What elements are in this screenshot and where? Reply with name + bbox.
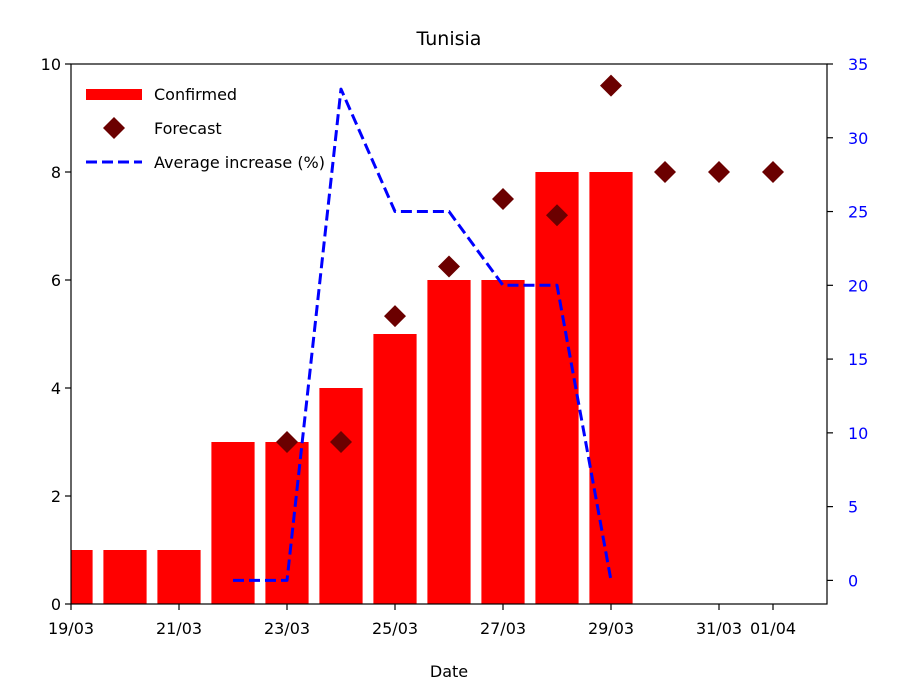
legend-label: Average increase (%) bbox=[154, 153, 325, 172]
chart-title: Tunisia bbox=[416, 28, 482, 50]
forecast-marker-26-03 bbox=[438, 255, 460, 278]
y-left-tick-label: 8 bbox=[51, 163, 61, 182]
y-right-tick-label: 10 bbox=[848, 424, 868, 443]
x-tick-label: 29/03 bbox=[588, 619, 634, 638]
y-right-tick-label: 0 bbox=[848, 571, 858, 590]
scatter-series bbox=[276, 74, 784, 453]
plot-area bbox=[71, 74, 784, 604]
y-left-tick-label: 2 bbox=[51, 487, 61, 506]
plot-frame bbox=[70, 63, 828, 605]
bar-19-03 bbox=[71, 550, 93, 604]
x-tick-label: 21/03 bbox=[156, 619, 202, 638]
y-right-tick-label: 25 bbox=[848, 203, 868, 222]
bar-25-03 bbox=[373, 334, 417, 604]
x-tick-label: 23/03 bbox=[264, 619, 310, 638]
legend-swatch-forecast bbox=[103, 117, 125, 139]
forecast-marker-29-03 bbox=[600, 74, 622, 97]
forecast-marker-01-04 bbox=[762, 161, 784, 183]
legend-label: Forecast bbox=[154, 119, 222, 138]
forecast-marker-27-03 bbox=[492, 188, 514, 210]
x-tick-label: 19/03 bbox=[48, 619, 94, 638]
forecast-marker-30-03 bbox=[654, 161, 676, 183]
y-right-tick-label: 5 bbox=[848, 498, 858, 517]
y-left-tick-label: 4 bbox=[51, 379, 61, 398]
legend: Confirmed Forecast Average increase (%) bbox=[86, 85, 325, 172]
y-right-tick-label: 35 bbox=[848, 55, 868, 74]
x-tick-label: 27/03 bbox=[480, 619, 526, 638]
bar-26-03 bbox=[427, 280, 471, 604]
x-axis-label: Date bbox=[430, 662, 468, 681]
y-left-tick-label: 10 bbox=[41, 55, 61, 74]
y-right-tick-label: 30 bbox=[848, 129, 868, 148]
bar-21-03 bbox=[157, 550, 201, 604]
y-left-tick-label: 0 bbox=[51, 595, 61, 614]
x-tick-label: 31/03 bbox=[696, 619, 742, 638]
average-increase-line bbox=[233, 87, 613, 582]
x-tick-label: 25/03 bbox=[372, 619, 418, 638]
bar-22-03 bbox=[211, 442, 255, 604]
bar-28-03 bbox=[535, 172, 579, 604]
line-series bbox=[233, 87, 613, 582]
y-right-tick-label: 20 bbox=[848, 276, 868, 295]
legend-swatch-confirmed bbox=[86, 89, 142, 100]
forecast-marker-28-03 bbox=[546, 204, 568, 227]
bar-29-03 bbox=[589, 172, 633, 604]
bar-27-03 bbox=[481, 280, 525, 604]
forecast-marker-31-03 bbox=[708, 161, 730, 183]
forecast-marker-23-03 bbox=[276, 431, 298, 453]
bar-24-03 bbox=[319, 388, 363, 604]
bar-20-03 bbox=[103, 550, 147, 604]
forecast-marker-24-03 bbox=[330, 431, 352, 453]
y-right-tick-label: 15 bbox=[848, 350, 868, 369]
x-tick-label: 01/04 bbox=[750, 619, 796, 638]
bar-series bbox=[71, 172, 633, 604]
legend-label: Confirmed bbox=[154, 85, 237, 104]
forecast-marker-25-03 bbox=[384, 305, 406, 328]
y-left-tick-label: 6 bbox=[51, 271, 61, 290]
axes: 0 2 4 6 8 10 0 5 10 15 20 25 30 35 19/03 21/03 23/03 25/0… bbox=[41, 55, 869, 638]
